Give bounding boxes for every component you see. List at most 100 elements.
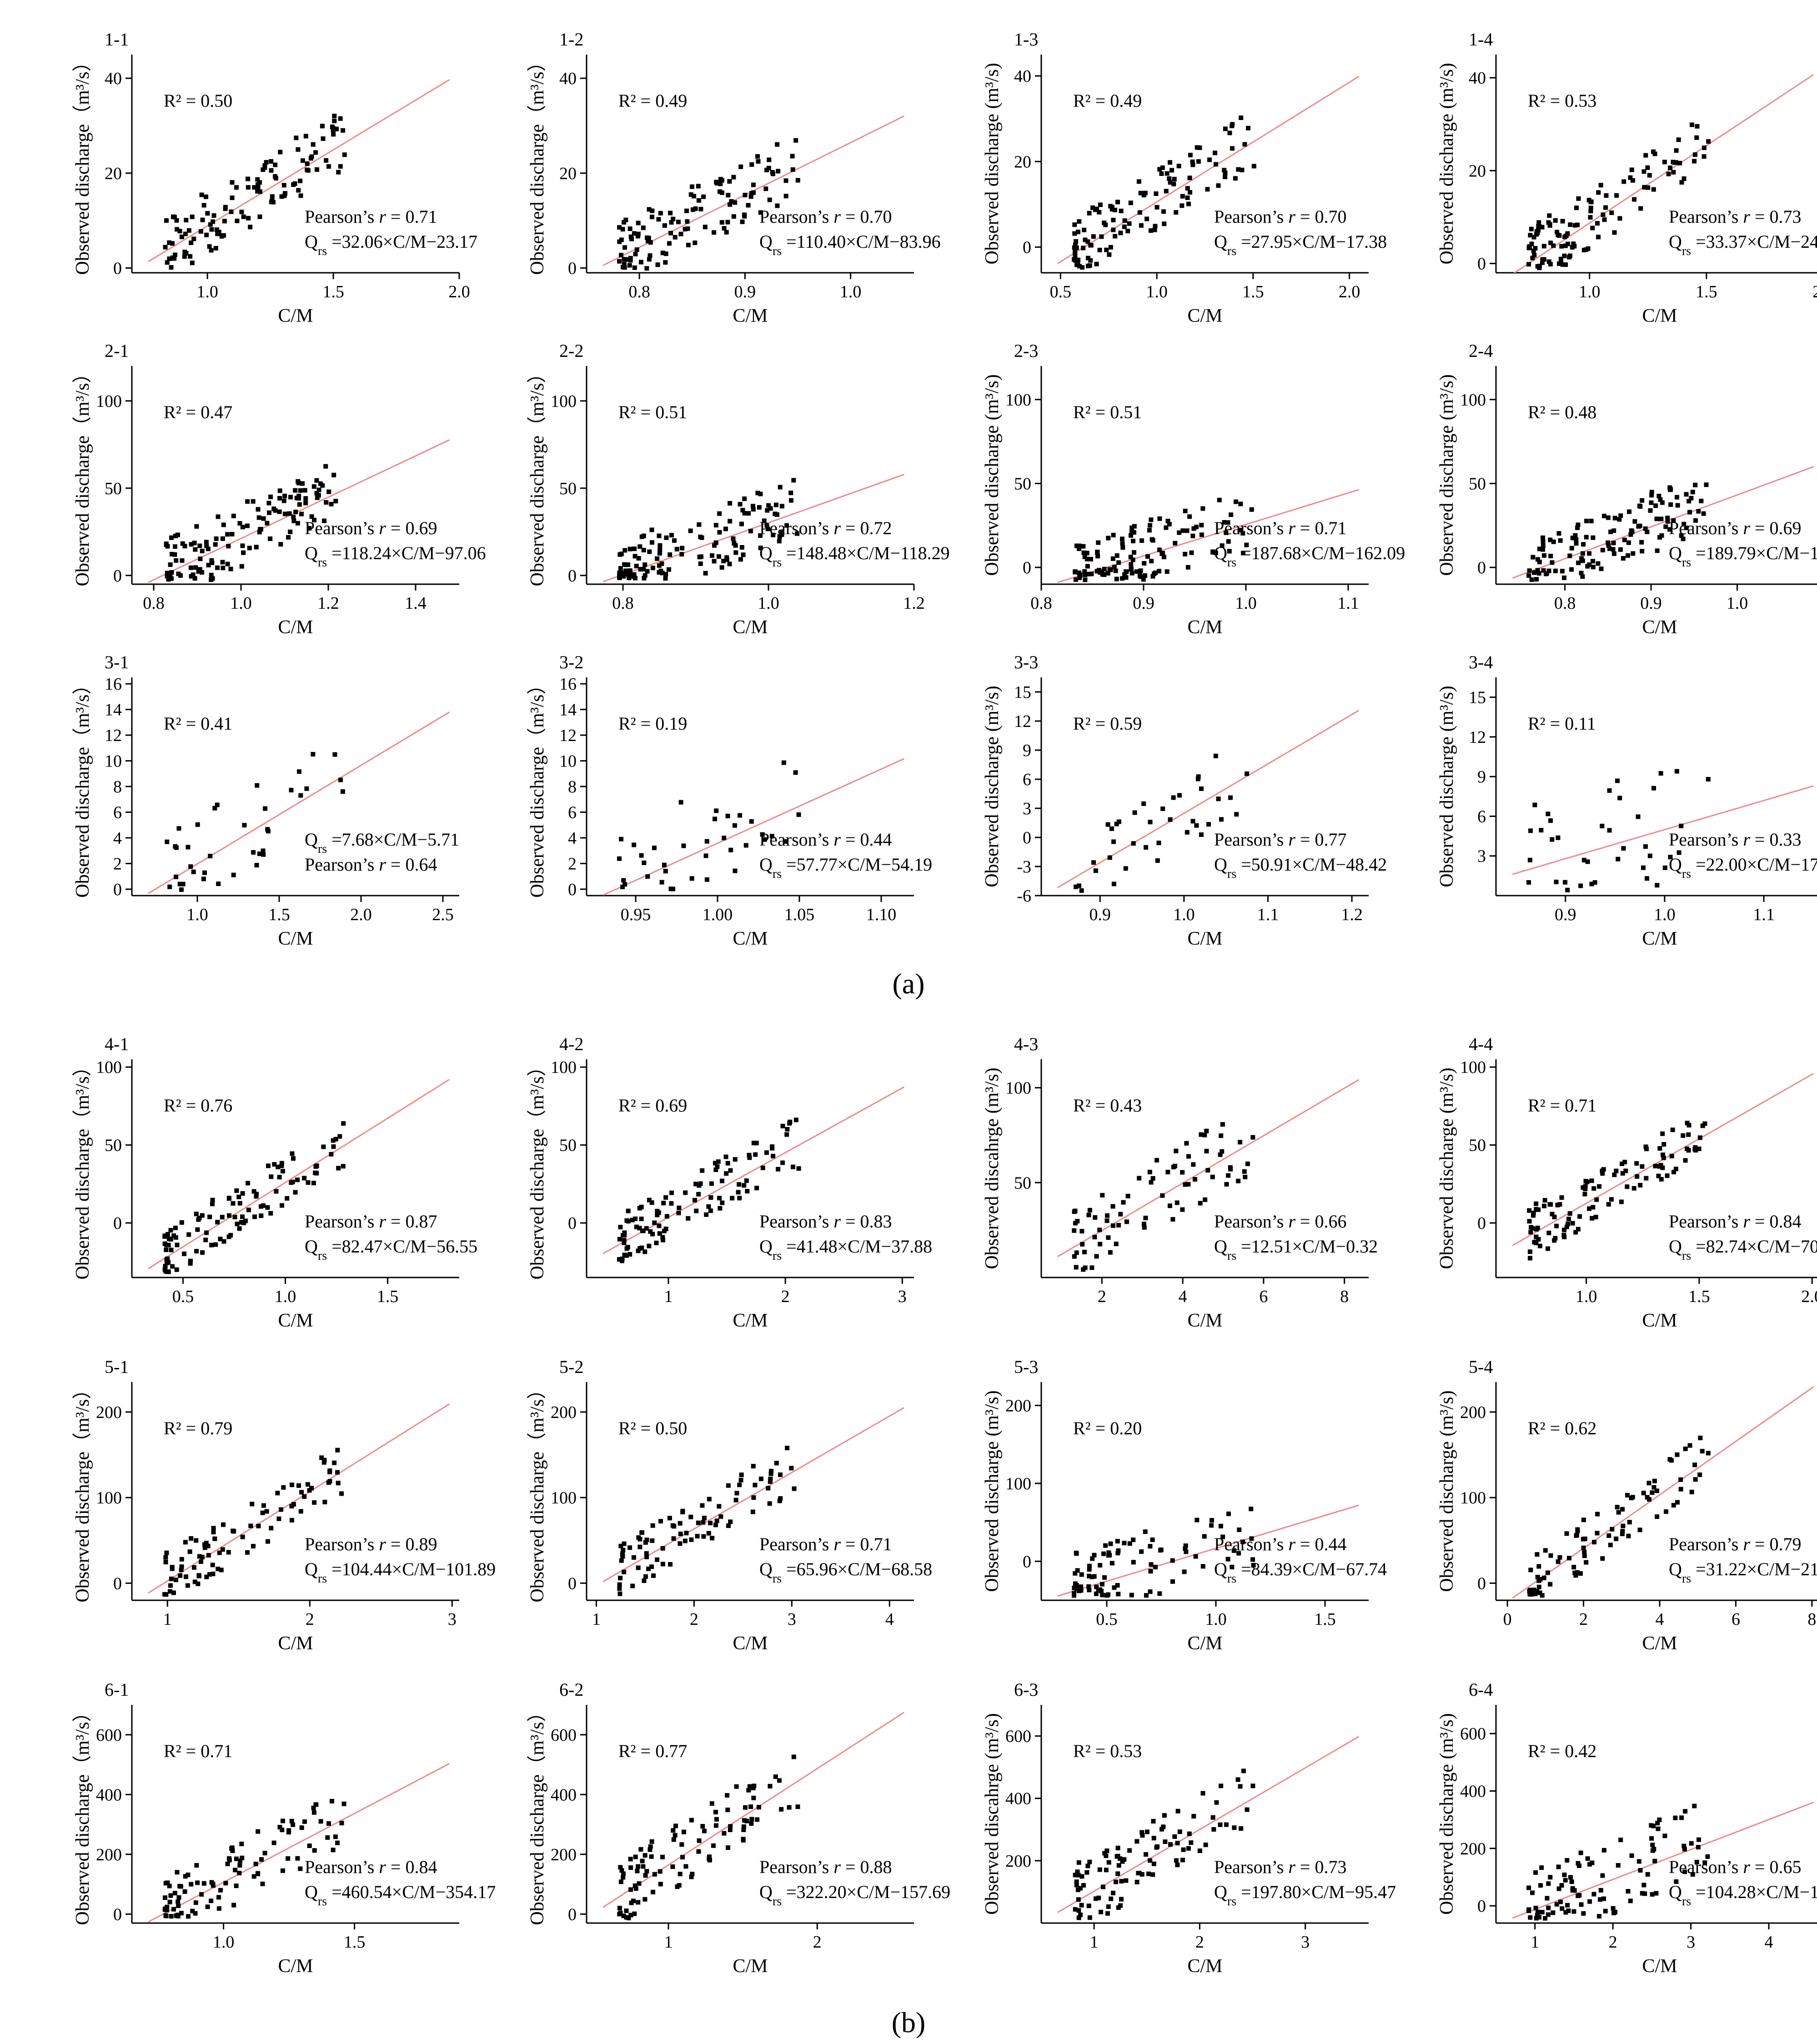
data-point bbox=[673, 1833, 678, 1838]
data-point bbox=[164, 1261, 169, 1266]
data-point bbox=[668, 1562, 673, 1567]
plot-area bbox=[602, 474, 904, 582]
data-point bbox=[1216, 183, 1221, 188]
data-point bbox=[1526, 573, 1531, 578]
fit-line bbox=[1512, 1802, 1814, 1919]
data-point bbox=[198, 1559, 203, 1564]
data-point bbox=[1159, 1827, 1164, 1832]
data-point bbox=[186, 1914, 191, 1919]
data-point bbox=[1598, 1888, 1603, 1893]
data-point bbox=[731, 175, 736, 180]
data-point bbox=[1546, 568, 1551, 573]
y-tick-label: 3 bbox=[1023, 799, 1031, 818]
data-point bbox=[1666, 171, 1671, 176]
data-point bbox=[688, 1514, 693, 1519]
data-point bbox=[165, 839, 170, 844]
data-point bbox=[1526, 880, 1531, 885]
x-tick-label: 0.8 bbox=[628, 282, 650, 301]
annotation: Pearson’s r = 0.87 bbox=[305, 1211, 437, 1232]
data-point bbox=[1148, 1858, 1153, 1863]
data-point bbox=[624, 1246, 629, 1251]
data-point bbox=[622, 257, 627, 262]
data-point bbox=[1165, 519, 1170, 524]
data-point bbox=[256, 515, 261, 520]
x-tick-label: 1.0 bbox=[186, 905, 208, 924]
data-point bbox=[1214, 1800, 1219, 1805]
data-point bbox=[1250, 1135, 1255, 1140]
data-point bbox=[690, 1872, 695, 1877]
data-point bbox=[269, 1174, 274, 1179]
data-point bbox=[1104, 1854, 1109, 1859]
x-tick-label: 0.8 bbox=[1030, 594, 1052, 613]
data-point bbox=[1106, 1904, 1111, 1909]
data-point bbox=[709, 553, 714, 558]
data-point bbox=[225, 561, 230, 566]
data-point bbox=[1601, 1896, 1606, 1901]
data-point bbox=[636, 1864, 641, 1869]
data-point bbox=[1160, 806, 1165, 811]
data-point bbox=[1170, 168, 1175, 173]
data-point bbox=[632, 265, 637, 270]
data-point bbox=[1199, 523, 1204, 528]
data-point bbox=[785, 1446, 790, 1451]
data-point bbox=[1693, 1477, 1698, 1482]
data-point bbox=[1086, 1584, 1091, 1589]
y-tick-label: 0 bbox=[113, 566, 122, 586]
data-point bbox=[1620, 1161, 1625, 1166]
data-point bbox=[1109, 205, 1114, 210]
data-point bbox=[746, 511, 751, 516]
data-point bbox=[1685, 1121, 1690, 1126]
data-point bbox=[1645, 529, 1650, 534]
data-point bbox=[657, 563, 662, 568]
data-point bbox=[720, 1200, 725, 1205]
annotation: Qrs =104.44×C/M−101.89 bbox=[305, 1559, 496, 1586]
data-point bbox=[1665, 1173, 1670, 1178]
data-point bbox=[1676, 850, 1681, 855]
data-point bbox=[621, 571, 626, 576]
data-point bbox=[751, 1495, 756, 1500]
data-point bbox=[627, 1252, 632, 1257]
x-tick-label: 8 bbox=[1807, 1610, 1816, 1629]
data-point bbox=[1199, 532, 1204, 537]
data-point bbox=[778, 1496, 783, 1501]
y-tick-label: 0 bbox=[568, 259, 577, 278]
data-point bbox=[260, 1510, 265, 1515]
data-point bbox=[188, 565, 193, 570]
data-point bbox=[1140, 1833, 1145, 1838]
data-point bbox=[1228, 795, 1233, 800]
data-point bbox=[617, 1591, 622, 1596]
data-point bbox=[314, 167, 319, 172]
annotation: Pearson’s r = 0.65 bbox=[1669, 1857, 1801, 1877]
x-tick-label: 0.5 bbox=[172, 1287, 194, 1306]
data-point bbox=[1602, 513, 1607, 518]
data-point bbox=[1107, 855, 1112, 860]
y-axis-title: Observed discharge（m³/s） bbox=[72, 676, 93, 898]
data-point bbox=[1079, 888, 1084, 893]
data-point bbox=[783, 194, 788, 199]
data-point bbox=[1589, 882, 1594, 887]
x-tick-label: 1.2 bbox=[317, 594, 339, 613]
data-point bbox=[1547, 213, 1552, 218]
annotation: R² = 0.79 bbox=[164, 1418, 232, 1438]
data-point bbox=[1160, 165, 1165, 170]
data-point bbox=[1241, 551, 1246, 556]
data-point bbox=[707, 1854, 712, 1859]
y-axis-title: Observed discharge（m³/s） bbox=[527, 1703, 548, 1925]
data-point bbox=[1171, 1164, 1176, 1169]
data-point bbox=[296, 147, 301, 152]
data-point bbox=[1244, 542, 1249, 547]
data-point bbox=[265, 1205, 270, 1210]
data-point bbox=[728, 519, 733, 524]
data-point bbox=[180, 558, 185, 563]
data-point bbox=[1679, 533, 1684, 538]
data-point bbox=[1527, 1249, 1532, 1254]
data-point bbox=[1136, 179, 1141, 184]
data-point bbox=[780, 1123, 785, 1128]
data-point bbox=[678, 1541, 683, 1546]
data-point bbox=[321, 518, 326, 523]
data-point bbox=[1073, 251, 1078, 256]
annotation: Qrs =31.22×C/M−21.64 bbox=[1669, 1559, 1817, 1586]
data-point bbox=[1074, 1883, 1079, 1888]
data-point bbox=[626, 573, 631, 578]
data-point bbox=[1671, 1170, 1676, 1175]
